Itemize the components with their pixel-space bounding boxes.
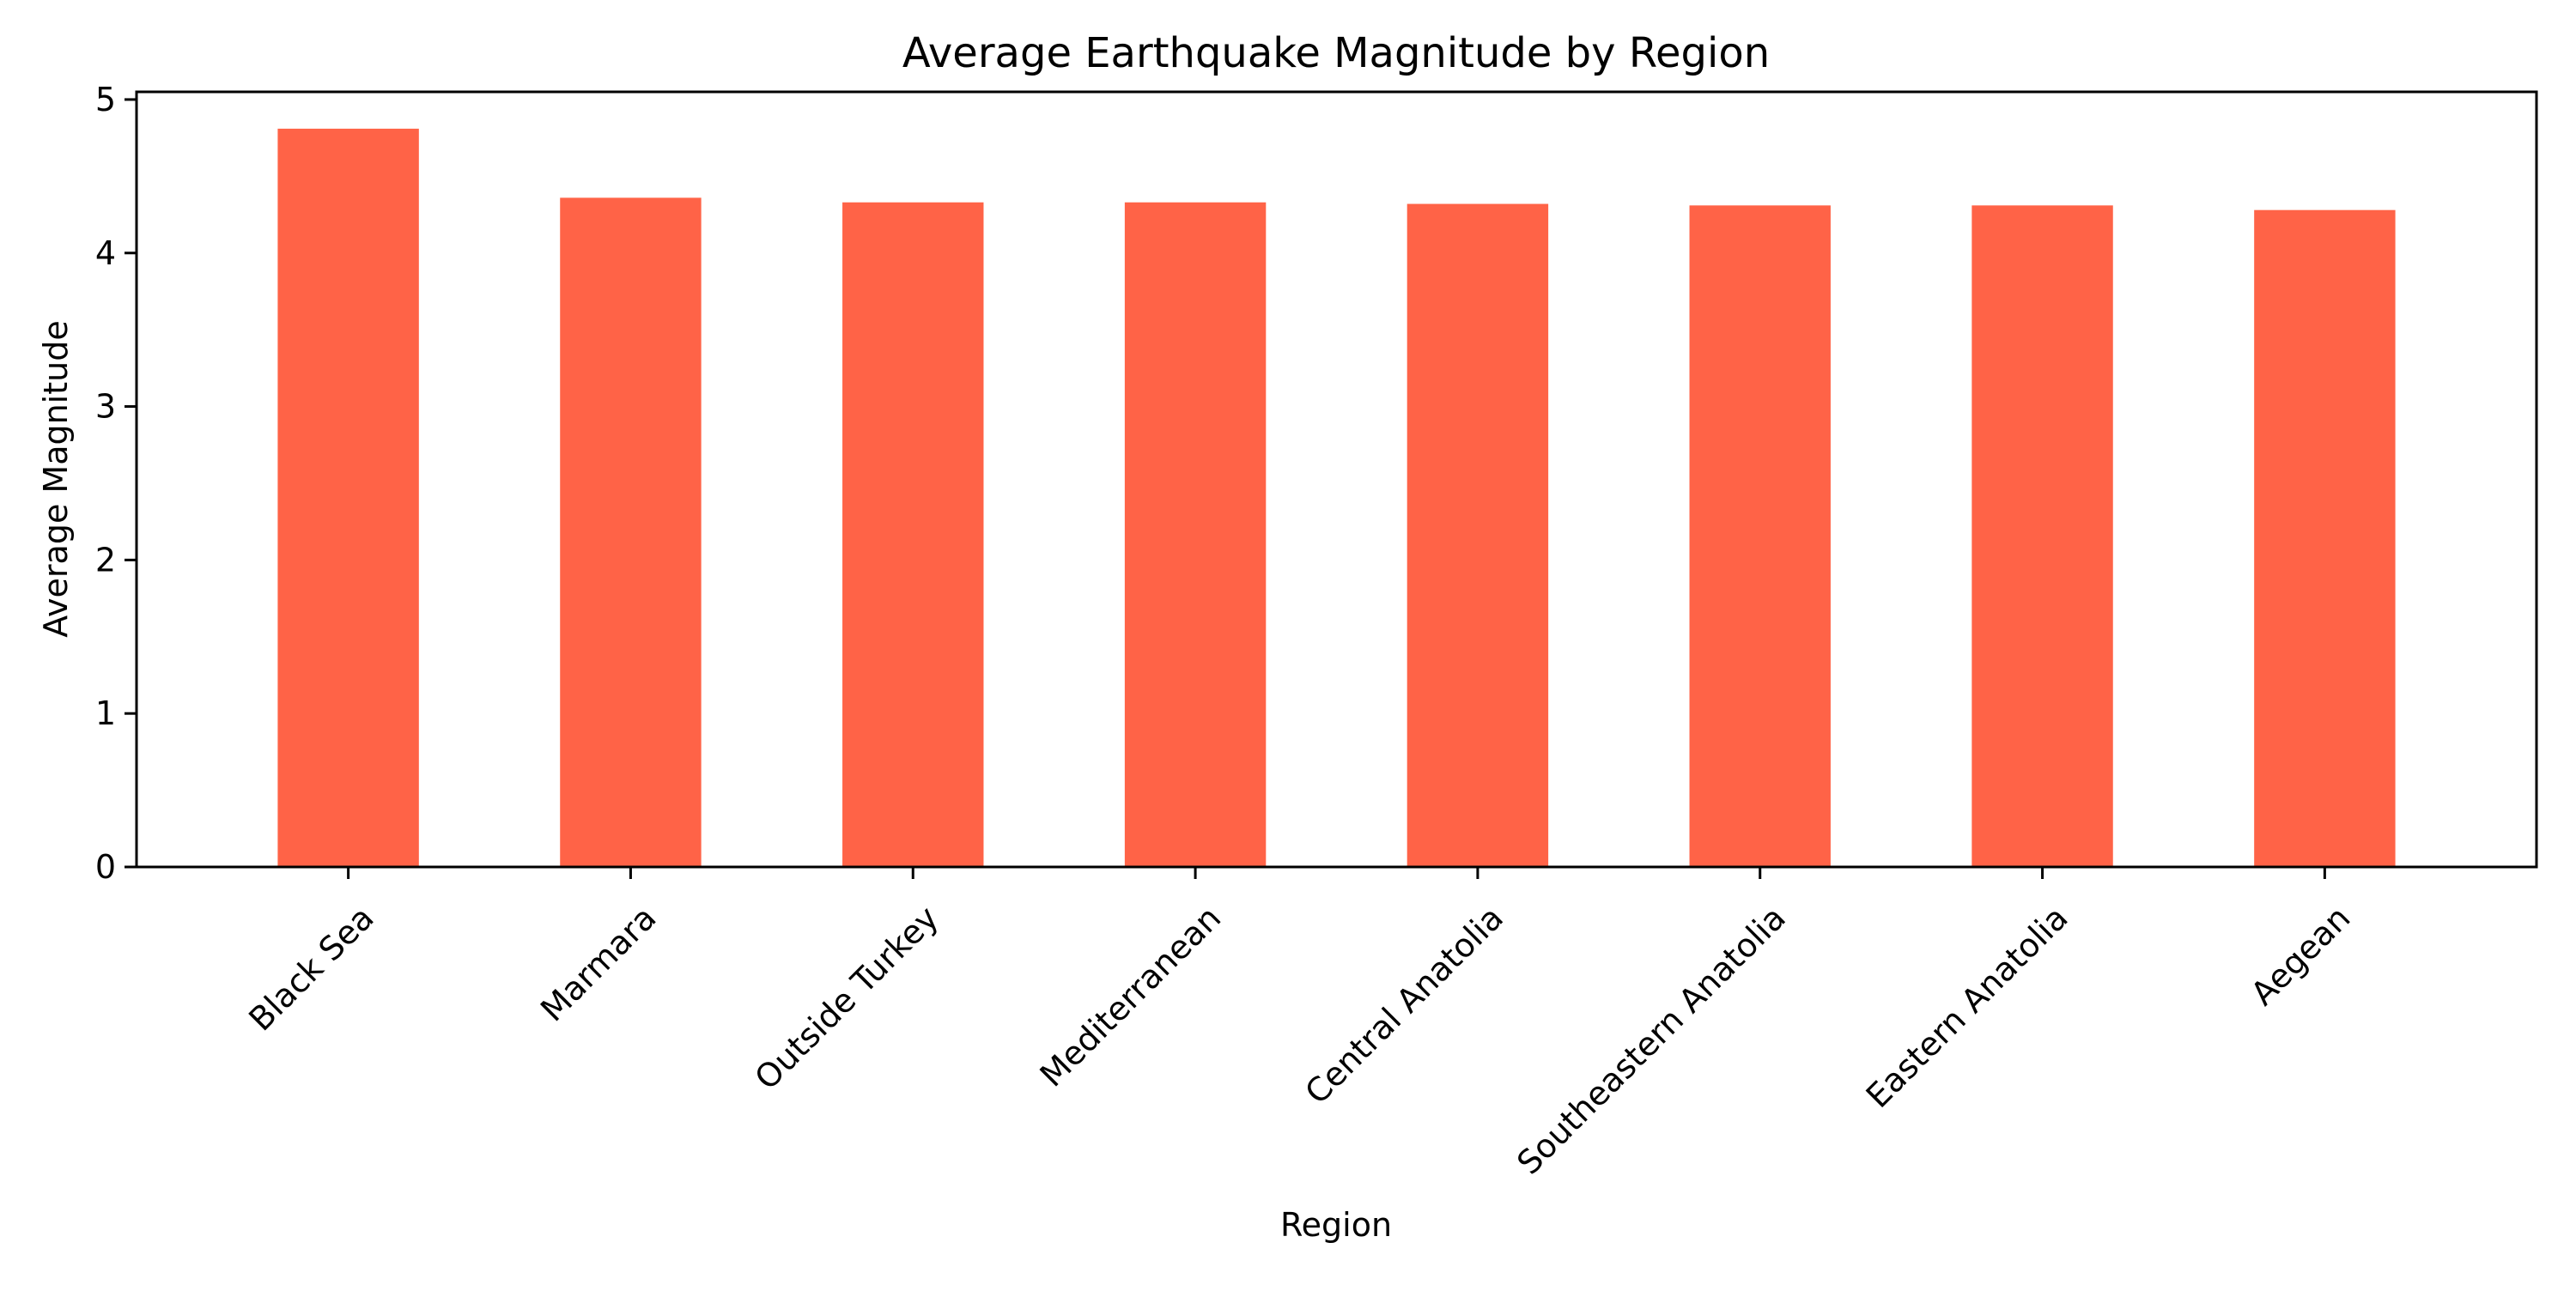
y-tick-label: 5 (95, 81, 116, 118)
bar-aegean (2254, 209, 2396, 867)
bar-mediterranean (1124, 202, 1267, 867)
x-axis-label: Region (1280, 1206, 1392, 1244)
bar-outside-turkey (842, 202, 984, 867)
y-tick-label: 3 (95, 388, 116, 426)
plot-frame (135, 90, 2538, 869)
chart-title: Average Earthquake Magnitude by Region (902, 29, 1770, 77)
y-tick-label: 1 (95, 694, 116, 732)
bar-black-sea (277, 128, 419, 867)
y-axis-ticks: 0 1 2 3 4 5 (95, 81, 137, 886)
bar-central-anatolia (1406, 203, 1549, 868)
y-tick-label: 0 (95, 848, 116, 886)
bar-eastern-anatolia (1971, 205, 2113, 867)
bar-marmara (560, 197, 702, 868)
y-axis-label: Average Magnitude (37, 320, 75, 637)
bars-layer (277, 128, 2396, 868)
bar-southeastern-anatolia (1689, 205, 1831, 867)
y-tick-label: 4 (95, 234, 116, 272)
y-tick-label: 2 (95, 541, 116, 579)
